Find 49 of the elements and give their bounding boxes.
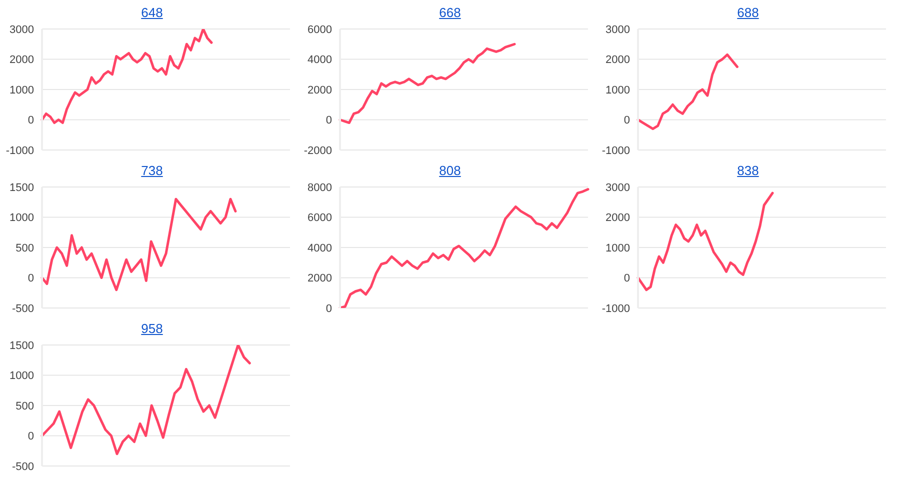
y-tick-label: 0 (624, 272, 630, 285)
y-tick-label: 0 (624, 114, 630, 127)
chart-title: 688 (737, 5, 759, 20)
y-tick-label: -1000 (602, 144, 630, 157)
line-series (338, 188, 590, 308)
y-tick-label: 0 (326, 114, 332, 127)
chart-title: 958 (141, 321, 163, 336)
y-tick-label: 0 (28, 272, 34, 285)
y-tick-label: 1000 (10, 370, 34, 382)
y-tick-label: 1500 (10, 182, 34, 194)
y-tick-label: 1000 (606, 84, 630, 96)
chart-title: 838 (737, 163, 759, 178)
y-tick-label: 0 (28, 114, 34, 127)
y-tick-label: 2000 (606, 54, 630, 66)
y-tick-label: 3000 (606, 182, 630, 194)
y-tick-label: -1000 (602, 302, 630, 315)
y-tick-label: 1500 (10, 340, 34, 352)
y-tick-label: -1000 (6, 144, 34, 157)
y-tick-label: -500 (12, 302, 34, 315)
line-series (636, 53, 738, 130)
line-series (40, 198, 237, 292)
y-tick-label: 3000 (10, 24, 34, 36)
y-tick-label: 500 (16, 400, 34, 412)
y-tick-label: 2000 (606, 212, 630, 224)
y-tick-label: 8000 (308, 182, 332, 194)
y-tick-label: -500 (12, 460, 34, 473)
chart-title: 738 (141, 163, 163, 178)
y-tick-label: 0 (28, 430, 34, 443)
y-tick-label: 500 (16, 242, 34, 254)
y-tick-label: 1000 (10, 84, 34, 96)
chart-title: 648 (141, 5, 163, 20)
y-tick-label: 2000 (308, 84, 332, 96)
line-series (338, 42, 516, 124)
y-tick-label: 2000 (10, 54, 34, 66)
line-series (636, 192, 774, 292)
chart-title: 808 (439, 163, 461, 178)
y-tick-label: 1000 (606, 242, 630, 254)
y-tick-label: -2000 (304, 144, 332, 157)
line-series (40, 29, 213, 124)
line-series (40, 345, 251, 456)
y-tick-label: 4000 (308, 54, 332, 66)
y-tick-label: 4000 (308, 242, 332, 254)
y-tick-label: 6000 (308, 212, 332, 224)
y-tick-label: 6000 (308, 24, 332, 36)
y-tick-label: 0 (326, 302, 332, 315)
y-tick-label: 3000 (606, 24, 630, 36)
y-tick-label: 1000 (10, 212, 34, 224)
chart-title: 668 (439, 5, 461, 20)
y-tick-label: 2000 (308, 272, 332, 285)
